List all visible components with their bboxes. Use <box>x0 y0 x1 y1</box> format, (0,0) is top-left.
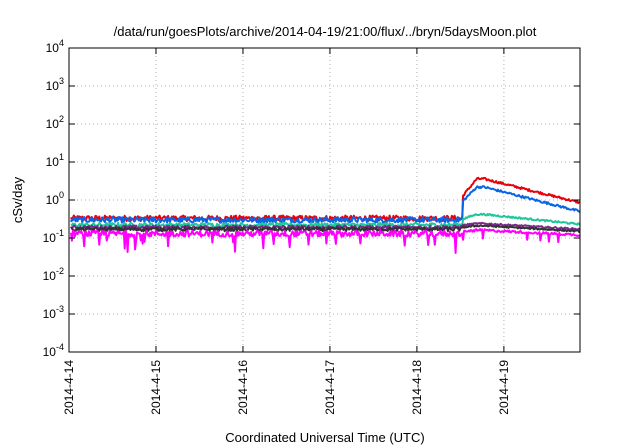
y-tick-label: 10-3 <box>43 304 64 321</box>
x-tick-labels: 2014-4-14 2014-4-15 2014-4-16 2014-4-17 2014… <box>62 360 511 415</box>
y-tick-label: 102 <box>46 114 64 131</box>
y-tick-label: 10-2 <box>43 266 64 283</box>
y-tick-label: 10-1 <box>43 228 64 245</box>
axis-ticks <box>68 47 580 353</box>
y-tick-label: 104 <box>46 38 64 55</box>
x-tick-label: 2014-4-16 <box>236 360 250 415</box>
y-tick-label: 10-4 <box>43 342 64 359</box>
y-tick-labels: 10-4 10-3 10-2 10-1 100 101 102 103 104 <box>43 38 64 359</box>
chart-title: /data/run/goesPlots/archive/2014-04-19/2… <box>114 24 537 39</box>
series-line-6 <box>70 228 581 254</box>
series-line-5 <box>70 224 581 233</box>
series-group <box>70 176 581 254</box>
y-tick-label: 101 <box>46 152 64 169</box>
series-line-1 <box>70 176 581 223</box>
y-tick-label: 100 <box>46 190 64 207</box>
series-line-4 <box>70 221 581 231</box>
x-axis-label: Coordinated Universal Time (UTC) <box>225 430 424 445</box>
y-tick-label: 103 <box>46 76 64 93</box>
series-line-2 <box>70 185 581 224</box>
x-tick-label: 2014-4-18 <box>410 360 424 415</box>
x-tick-label: 2014-4-19 <box>497 360 511 415</box>
x-tick-label: 2014-4-17 <box>323 360 337 415</box>
grid-lines <box>68 48 580 352</box>
x-tick-label: 2014-4-14 <box>62 360 76 415</box>
y-axis-label: cSv/day <box>10 176 25 223</box>
x-tick-label: 2014-4-15 <box>149 360 163 415</box>
